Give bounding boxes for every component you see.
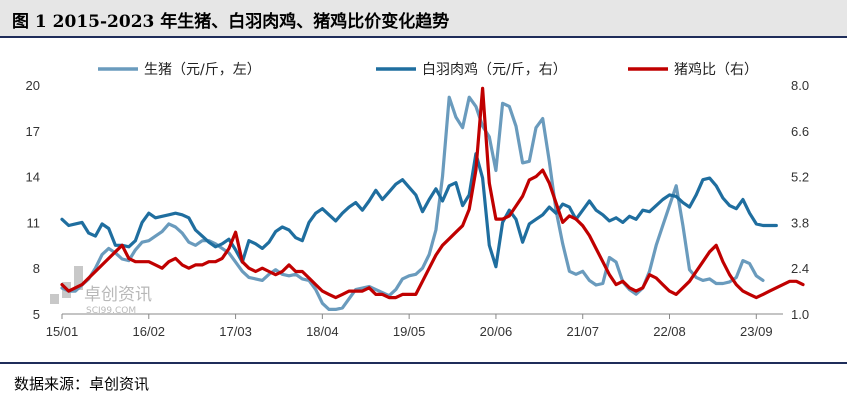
y-right-tick-label: 6.6 [791,124,809,139]
series-line-2 [60,86,805,300]
x-tick-label: 20/06 [480,324,513,339]
y-left-tick-label: 11 [27,215,41,230]
y-right-tick-label: 2.4 [791,261,809,276]
y-right-tick-label: 1.0 [791,307,809,322]
x-tick-label: 17/03 [219,324,252,339]
x-tick-label: 15/01 [46,324,79,339]
y-right-tick-label: 3.8 [791,215,809,230]
watermark-name: 卓创资讯 [84,285,152,305]
y-right-tick-label: 8.0 [791,78,809,93]
x-tick-label: 18/04 [306,324,339,339]
x-tick-label: 16/02 [133,324,166,339]
legend: 生猪（元/斤，左） 白羽肉鸡（元/斤，右） 猪鸡比（右） [98,61,758,78]
y-left-tick-label: 8 [33,261,40,276]
chart-title: 图 1 2015-2023 年生猪、白羽肉鸡、猪鸡比价变化趋势 [12,12,450,32]
watermark-bar [74,266,83,290]
x-tick-label: 19/05 [393,324,426,339]
x-tick-label: 23/09 [740,324,773,339]
legend-label-2: 猪鸡比（右） [674,61,758,78]
x-tick-label: 22/08 [653,324,686,339]
data-source: 数据来源：卓创资讯 [14,375,150,393]
y-left-tick-label: 14 [26,170,40,185]
watermark-url: SCI99.COM [86,306,136,316]
y-left-tick-label: 5 [33,307,40,322]
legend-label-0: 生猪（元/斤，左） [144,62,261,78]
axes: 15/01 16/02 17/03 18/04 19/05 20/06 21/07 22/08… [26,78,810,339]
y-left-tick-label: 17 [26,124,40,139]
y-left-tick-label: 20 [26,78,40,93]
y-right-tick-label: 5.2 [791,170,809,185]
series-lines [60,86,805,311]
watermark-bar [50,294,59,304]
x-tick-label: 21/07 [566,324,599,339]
series-line-1 [60,152,778,269]
title-bar: 图 1 2015-2023 年生猪、白羽肉鸡、猪鸡比价变化趋势 [0,0,847,38]
source-divider [0,362,847,364]
legend-label-1: 白羽肉鸡（元/斤，右） [422,61,567,78]
